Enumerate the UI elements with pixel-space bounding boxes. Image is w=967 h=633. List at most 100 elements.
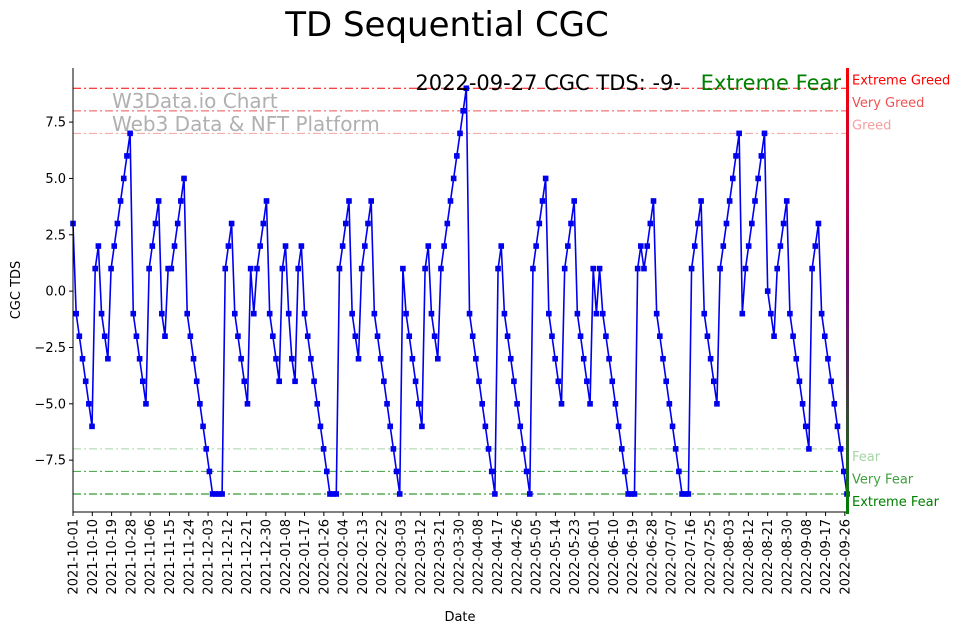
data-point bbox=[136, 355, 143, 362]
data-point bbox=[228, 220, 235, 227]
data-point bbox=[298, 243, 305, 249]
y-tick-label-3: 0.0 bbox=[45, 285, 66, 300]
data-point bbox=[212, 491, 219, 497]
y-tick-label-2: −2.5 bbox=[34, 341, 66, 356]
data-point bbox=[520, 446, 527, 452]
data-point bbox=[270, 333, 276, 339]
data-point bbox=[457, 130, 463, 137]
x-tick-label-4: 2021-11-06 bbox=[144, 519, 159, 595]
data-point bbox=[469, 333, 476, 339]
data-point bbox=[549, 333, 555, 339]
data-point bbox=[739, 310, 746, 317]
data-point bbox=[454, 153, 460, 159]
series-group bbox=[70, 85, 850, 497]
data-point bbox=[241, 378, 248, 385]
data-point bbox=[507, 355, 514, 362]
status-text: 2022-09-27 CGC TDS: -9- bbox=[415, 71, 681, 95]
data-point bbox=[400, 265, 406, 272]
data-point bbox=[783, 198, 790, 204]
data-point bbox=[647, 220, 654, 227]
data-point bbox=[768, 310, 774, 317]
data-point bbox=[343, 220, 349, 227]
data-point bbox=[117, 198, 124, 204]
data-point bbox=[333, 491, 340, 497]
data-point bbox=[273, 355, 279, 362]
data-point bbox=[818, 310, 825, 317]
data-point bbox=[663, 378, 669, 385]
data-point bbox=[377, 355, 384, 362]
data-point bbox=[365, 220, 371, 227]
reference-labels: Extreme Greed Very Greed Greed Fear Very Fea… bbox=[852, 73, 950, 510]
x-tick-label-30: 2022-06-28 bbox=[645, 519, 660, 595]
data-point bbox=[203, 446, 210, 452]
data-point bbox=[771, 333, 777, 339]
data-point bbox=[542, 175, 549, 182]
data-point bbox=[625, 491, 631, 497]
data-point bbox=[79, 355, 86, 362]
data-point bbox=[831, 401, 838, 407]
data-point bbox=[111, 243, 118, 249]
data-point bbox=[758, 153, 765, 159]
data-point bbox=[587, 401, 593, 407]
data-point bbox=[730, 175, 736, 182]
data-point bbox=[774, 265, 781, 272]
data-point bbox=[495, 265, 501, 272]
data-point bbox=[492, 491, 498, 497]
data-point bbox=[238, 355, 244, 362]
data-point bbox=[571, 198, 577, 204]
data-point bbox=[114, 220, 121, 227]
data-point bbox=[599, 310, 606, 317]
data-point bbox=[95, 243, 102, 249]
data-point bbox=[463, 85, 470, 92]
ref-label-3: Fear bbox=[852, 450, 881, 465]
x-tick-label-16: 2022-02-22 bbox=[375, 519, 390, 595]
data-point bbox=[568, 220, 574, 227]
data-point bbox=[679, 491, 685, 497]
data-point bbox=[146, 265, 152, 272]
ref-label-5: Extreme Fear bbox=[852, 495, 940, 510]
data-point bbox=[336, 265, 343, 272]
data-point bbox=[323, 468, 330, 475]
data-point bbox=[580, 355, 587, 362]
x-tick-label-32: 2022-07-16 bbox=[684, 519, 699, 595]
data-point bbox=[523, 468, 530, 475]
data-point bbox=[745, 243, 752, 249]
data-point bbox=[105, 355, 111, 362]
y-tick-label-1: −5.0 bbox=[34, 397, 66, 412]
data-point bbox=[200, 423, 206, 430]
data-point bbox=[412, 378, 419, 385]
x-tick-label-13: 2022-01-26 bbox=[317, 519, 332, 595]
data-point bbox=[393, 468, 400, 475]
data-point bbox=[447, 198, 454, 204]
data-point bbox=[618, 446, 625, 452]
data-point bbox=[720, 243, 727, 249]
data-point bbox=[603, 333, 609, 339]
data-point bbox=[98, 310, 105, 317]
data-point bbox=[304, 333, 311, 339]
data-point bbox=[688, 265, 695, 272]
data-point bbox=[368, 198, 374, 204]
data-point bbox=[780, 220, 787, 227]
data-point bbox=[308, 355, 314, 362]
data-point bbox=[638, 243, 644, 249]
ref-label-0: Extreme Greed bbox=[852, 73, 950, 88]
data-point bbox=[539, 198, 546, 204]
axes bbox=[72, 68, 847, 513]
data-point bbox=[431, 333, 438, 339]
data-point bbox=[438, 265, 444, 272]
data-point bbox=[837, 446, 844, 452]
fear-greed-bar bbox=[846, 68, 849, 514]
data-point bbox=[285, 310, 292, 317]
data-point bbox=[650, 198, 657, 204]
data-point bbox=[460, 108, 466, 114]
data-point bbox=[546, 310, 552, 317]
data-point bbox=[634, 265, 641, 272]
colorbar-rect bbox=[846, 68, 849, 514]
status-annotation: 2022-09-27 CGC TDS: -9- Extreme Fear bbox=[415, 71, 841, 95]
data-point bbox=[822, 333, 828, 339]
data-point bbox=[606, 355, 612, 362]
data-point bbox=[796, 378, 803, 385]
data-point bbox=[682, 491, 689, 497]
data-point bbox=[219, 491, 225, 497]
data-point bbox=[701, 310, 708, 317]
